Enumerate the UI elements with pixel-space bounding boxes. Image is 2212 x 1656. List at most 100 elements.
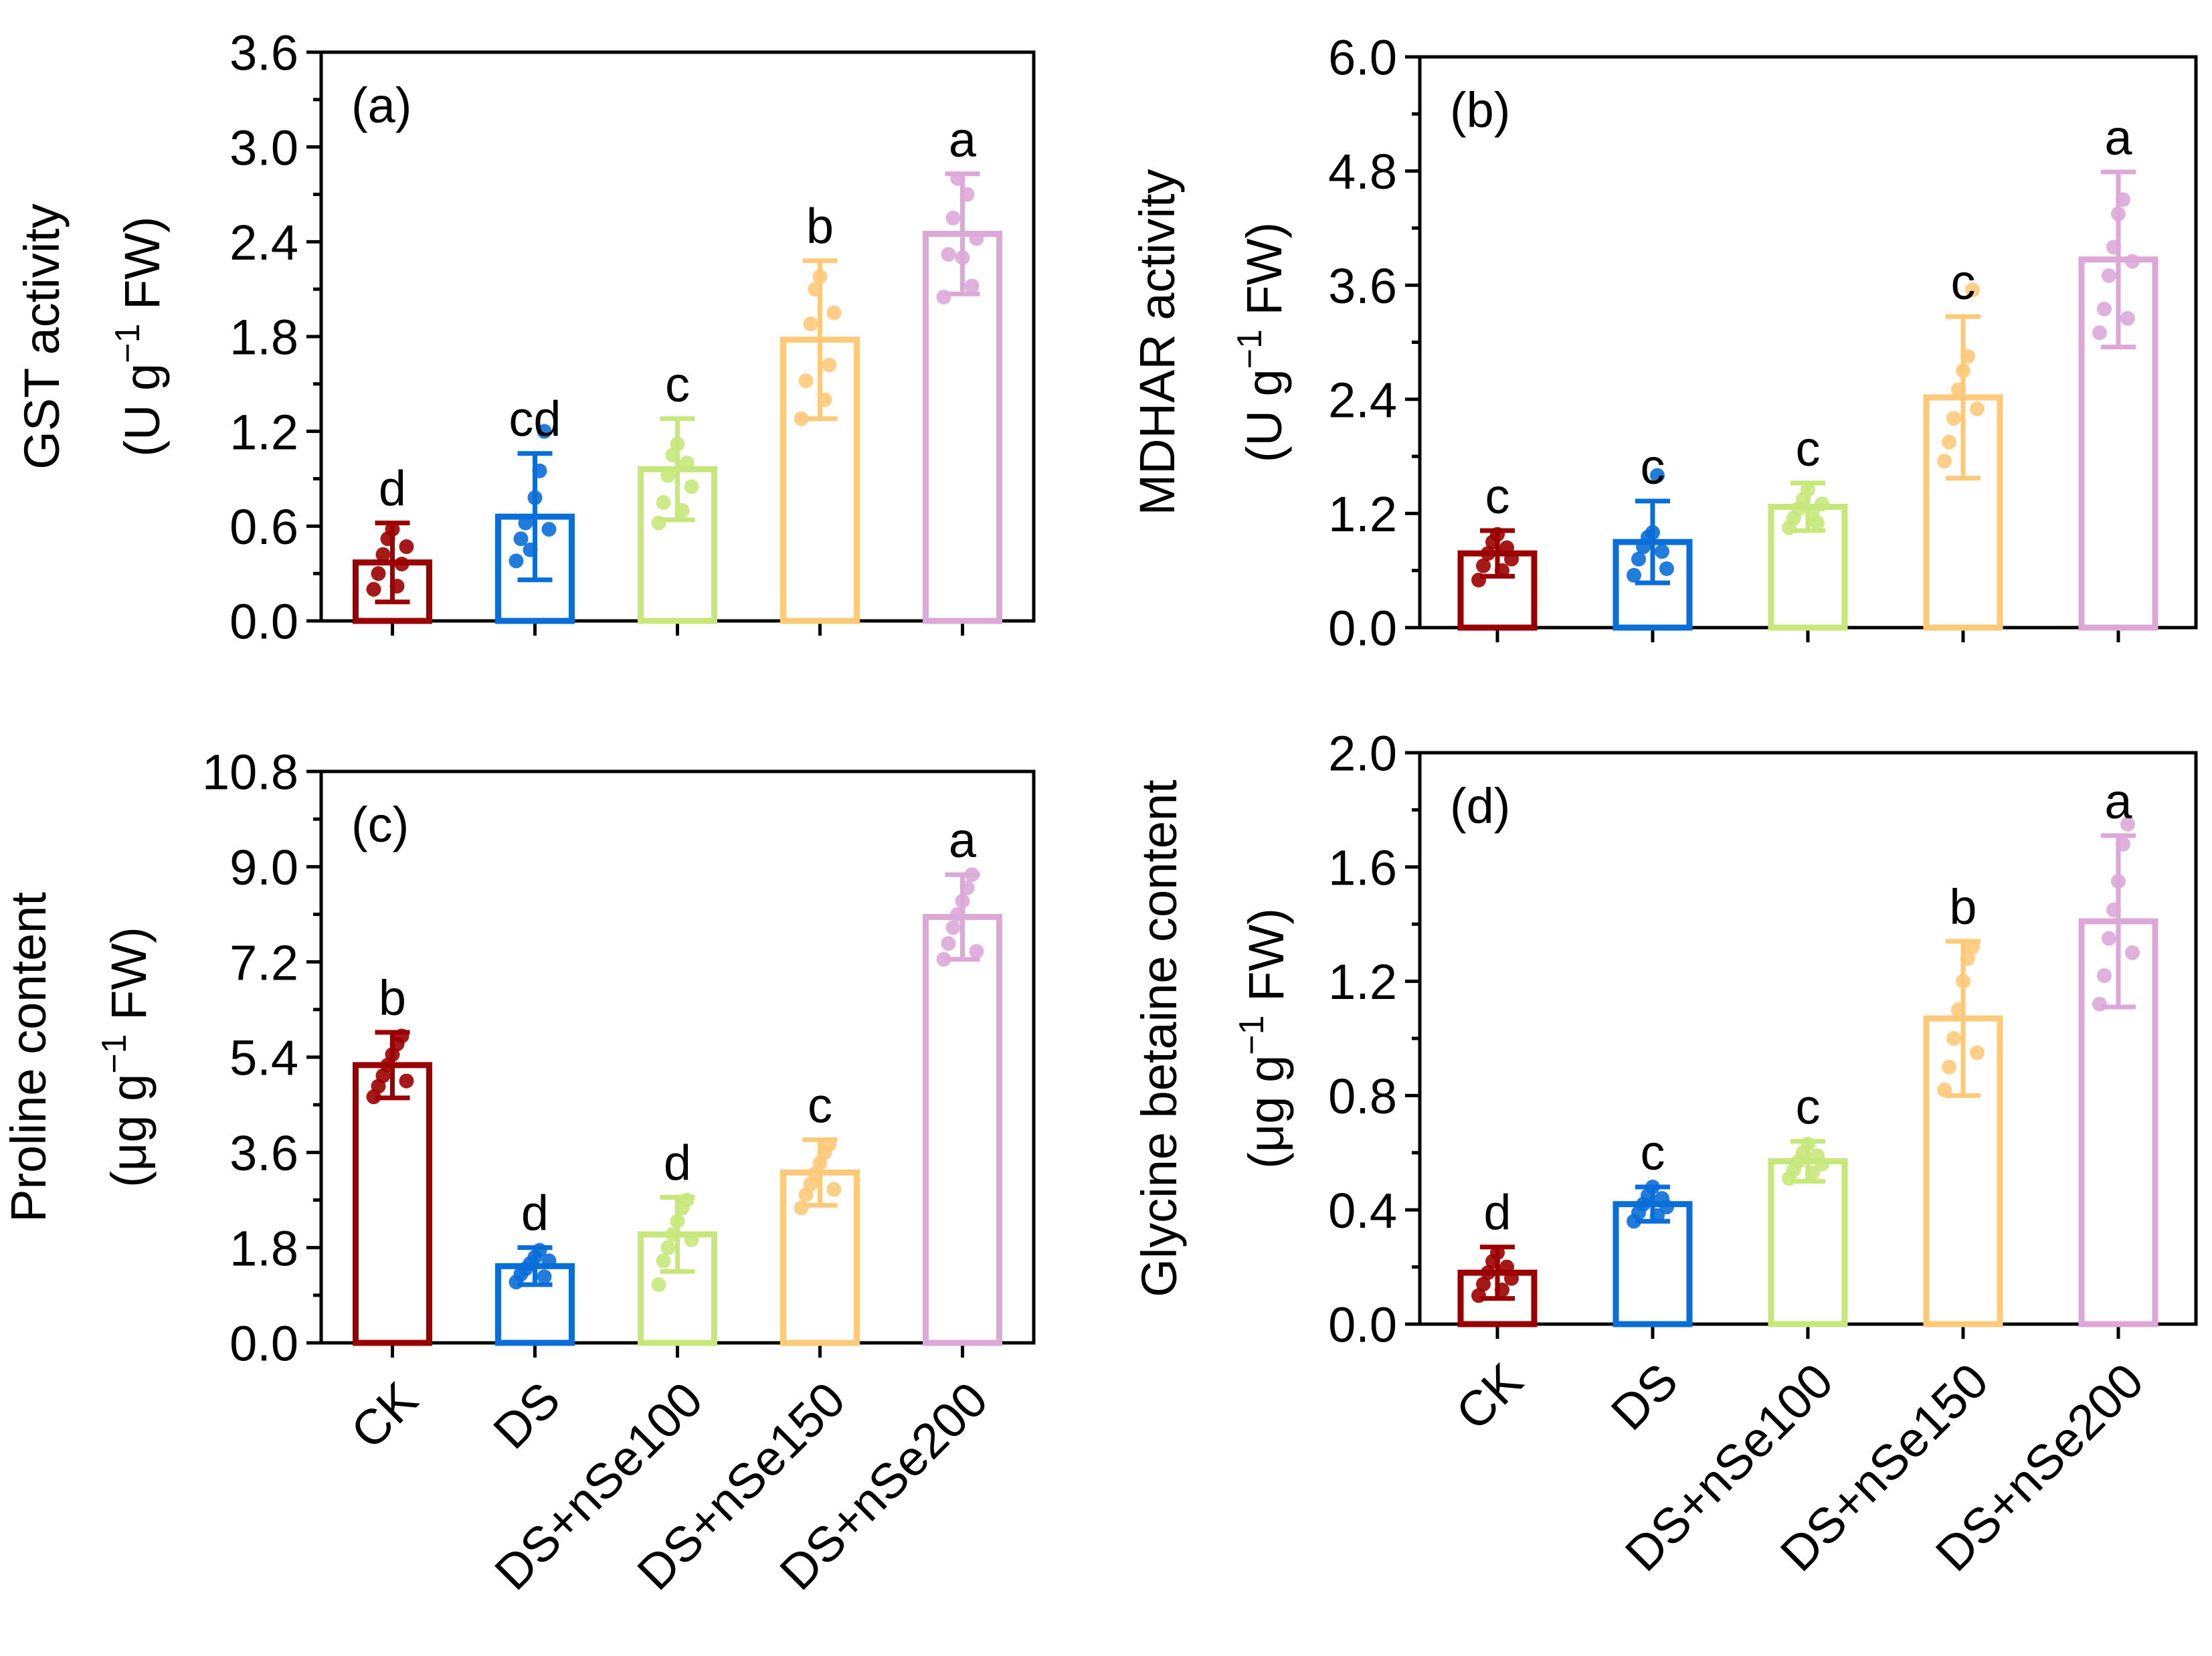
significance-letter-d-1: c <box>1641 1125 1665 1180</box>
y-tick-label-b: 3.6 <box>1328 258 1397 314</box>
y-tick-label-a: 1.8 <box>229 310 298 365</box>
significance-letter-b-3: c <box>1951 254 1976 310</box>
data-point-c-2 <box>656 1253 671 1269</box>
significance-letter-a-4: a <box>949 112 977 167</box>
y-axis-unit-sup-b: −1 <box>1230 329 1269 369</box>
y-tick-label-d: 2.0 <box>1328 726 1397 781</box>
data-point-a-3 <box>822 357 837 373</box>
data-point-d-3 <box>1942 1059 1956 1075</box>
y-axis-unit-a: (U g−1 FW) <box>108 216 170 456</box>
data-point-b-3 <box>1960 349 1975 364</box>
data-point-a-4 <box>969 231 984 246</box>
data-point-c-0 <box>399 1073 414 1089</box>
data-point-a-2 <box>665 448 680 463</box>
y-tick-label-b: 4.8 <box>1328 144 1397 199</box>
data-point-a-3 <box>826 305 842 320</box>
data-point-d-1 <box>1659 1199 1674 1214</box>
data-point-a-4 <box>945 210 961 225</box>
y-tick-label-c: 0.0 <box>229 1316 298 1372</box>
y-tick-label-d: 0.8 <box>1328 1069 1397 1124</box>
y-tick-label-b: 6.0 <box>1328 30 1397 86</box>
data-point-a-3 <box>812 269 828 284</box>
data-point-a-4 <box>950 171 965 186</box>
bar-c-0 <box>353 1062 432 1346</box>
data-point-b-2 <box>1801 482 1815 497</box>
data-point-b-2 <box>1815 496 1829 512</box>
data-point-a-0 <box>375 547 391 562</box>
data-point-a-4 <box>955 250 970 265</box>
data-point-a-1 <box>518 515 533 531</box>
y-axis-title-d: Glycine betaine content <box>1131 779 1187 1297</box>
data-point-c-4 <box>941 935 956 951</box>
significance-letter-b-0: c <box>1485 468 1510 524</box>
y-axis-unit-b: (U g−1 FW) <box>1230 222 1292 462</box>
y-tick-label-c: 10.8 <box>202 745 298 800</box>
y-tick-label-c: 3.6 <box>229 1125 298 1181</box>
data-point-c-1 <box>537 1269 552 1285</box>
data-point-a-3 <box>794 411 809 426</box>
data-point-b-4 <box>2116 192 2130 207</box>
data-point-b-3 <box>1965 282 1980 298</box>
data-point-d-4 <box>2120 816 2135 832</box>
y-tick-label-c: 9.0 <box>229 840 298 895</box>
data-point-b-4 <box>2120 310 2135 326</box>
data-point-d-1 <box>1645 1180 1660 1195</box>
data-point-b-0 <box>1481 546 1495 561</box>
data-point-d-3 <box>1937 1082 1952 1097</box>
data-point-b-4 <box>2111 206 2126 221</box>
data-point-c-4 <box>950 907 965 922</box>
data-point-d-4 <box>2092 996 2107 1012</box>
panel-label-d: (d) <box>1450 778 1510 834</box>
data-point-b-1 <box>1631 551 1646 567</box>
y-tick-label-b: 0.0 <box>1328 601 1397 656</box>
data-point-d-4 <box>2116 836 2130 852</box>
significance-letter-a-3: b <box>806 199 834 254</box>
data-point-b-3 <box>1951 382 1966 397</box>
y-axis-unit-suffix-d: FW) <box>1238 908 1294 1015</box>
panel-b: 0.0 1.2 2.4 3.6 4.8 6.0 c c c c a (b) MDHAR activity… <box>1129 30 2198 656</box>
data-point-b-0 <box>1504 551 1519 567</box>
data-point-d-0 <box>1495 1282 1509 1297</box>
y-axis-title-c: Proline content <box>1 892 56 1222</box>
data-point-a-0 <box>394 557 409 571</box>
data-point-b-4 <box>2106 240 2121 255</box>
data-point-d-4 <box>2106 902 2121 917</box>
x-tick-label-d-0: CK <box>1445 1353 1533 1441</box>
y-tick-label-d: 0.4 <box>1328 1183 1397 1238</box>
data-point-a-2 <box>656 494 671 510</box>
data-point-a-4 <box>936 289 951 304</box>
data-point-c-2 <box>684 1232 699 1247</box>
data-point-d-1 <box>1650 1208 1665 1223</box>
data-point-c-4 <box>955 893 970 909</box>
data-point-a-4 <box>959 187 975 202</box>
y-axis-title-a: GST activity <box>14 203 70 470</box>
y-tick-label-a: 0.6 <box>229 499 298 555</box>
data-point-b-1 <box>1650 468 1665 483</box>
data-point-a-2 <box>684 479 699 494</box>
significance-letter-a-0: d <box>379 461 406 517</box>
y-tick-label-a: 0.0 <box>229 594 298 650</box>
data-point-a-3 <box>803 316 818 332</box>
significance-letter-c-0: b <box>379 970 406 1026</box>
data-point-d-4 <box>2097 968 2112 984</box>
y-axis-unit-suffix-c: FW) <box>101 927 157 1034</box>
data-point-c-0 <box>394 1028 409 1044</box>
data-point-b-4 <box>2125 254 2140 269</box>
data-point-d-3 <box>1970 1045 1985 1061</box>
data-point-b-3 <box>1946 411 1961 426</box>
significance-letter-b-4: a <box>2104 110 2132 165</box>
data-point-d-3 <box>1946 1031 1961 1046</box>
y-axis-unit-suffix-a: FW) <box>114 216 170 323</box>
panel-label-a: (a) <box>351 78 411 133</box>
data-point-a-3 <box>808 282 823 297</box>
data-point-b-3 <box>1956 363 1970 379</box>
data-point-d-4 <box>2102 931 2116 946</box>
data-point-d-3 <box>1951 1002 1966 1018</box>
data-point-c-2 <box>660 1240 676 1255</box>
data-point-a-4 <box>941 247 956 262</box>
data-point-b-2 <box>1810 515 1825 531</box>
data-point-a-0 <box>399 539 414 555</box>
data-point-b-3 <box>1937 454 1952 469</box>
